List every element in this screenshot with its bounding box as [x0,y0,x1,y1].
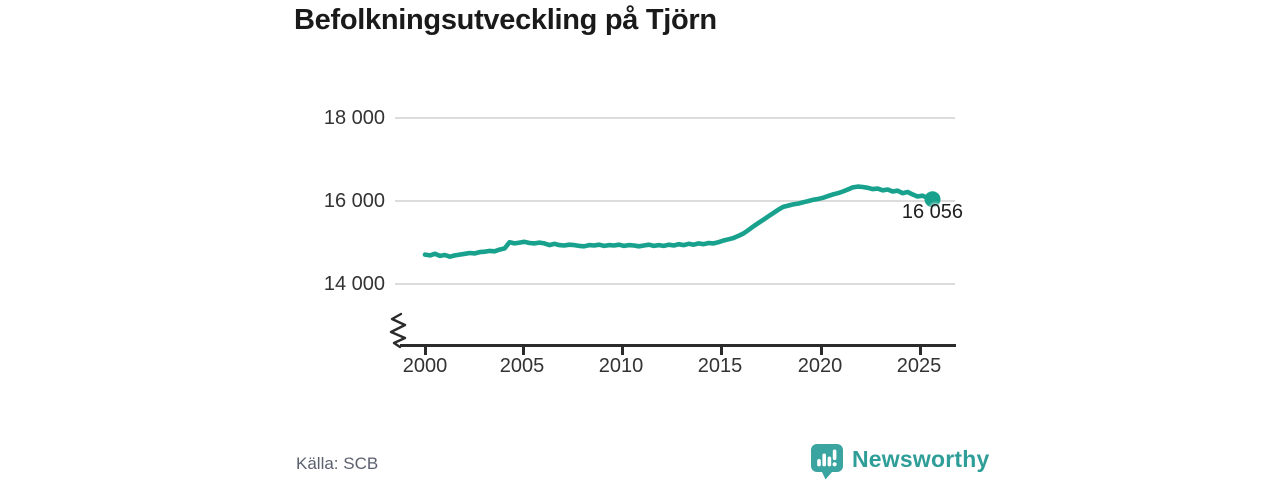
x-tick-label-2015: 2015 [697,355,743,377]
x-tick-2005 [522,345,525,355]
chart-title: Befolkningsutveckling på Tjörn [294,4,717,36]
gridline-14000 [395,283,955,285]
newsworthy-logo[interactable]: Newsworthy [810,443,1050,480]
newsworthy-bar-chart-bubble-icon [811,444,843,480]
x-tick-label-2025: 2025 [896,355,942,377]
end-point-label: 16 056 [901,201,963,223]
x-tick-label-2010: 2010 [598,355,644,377]
x-tick-label-2020: 2020 [797,355,843,377]
gridline-18000 [395,117,955,119]
y-tick-label-18000: 18 000 [323,107,385,129]
x-axis-line [400,344,956,347]
population-line [422,184,935,259]
gridline-16000 [395,200,955,202]
source-note: Källa: SCB [296,454,379,473]
x-tick-2015 [720,345,723,355]
x-tick-label-2000: 2000 [402,355,448,377]
x-tick-2000 [424,345,427,355]
x-tick-2010 [621,345,624,355]
x-tick-label-2005: 2005 [499,355,545,377]
y-tick-label-14000: 14 000 [323,273,385,295]
y-tick-label-16000: 16 000 [323,190,385,212]
newsworthy-wordmark: Newsworthy [852,446,990,472]
x-tick-2020 [820,345,823,355]
end-point-dot [924,191,941,208]
x-tick-2025 [919,345,922,355]
axis-break-icon [389,312,407,349]
